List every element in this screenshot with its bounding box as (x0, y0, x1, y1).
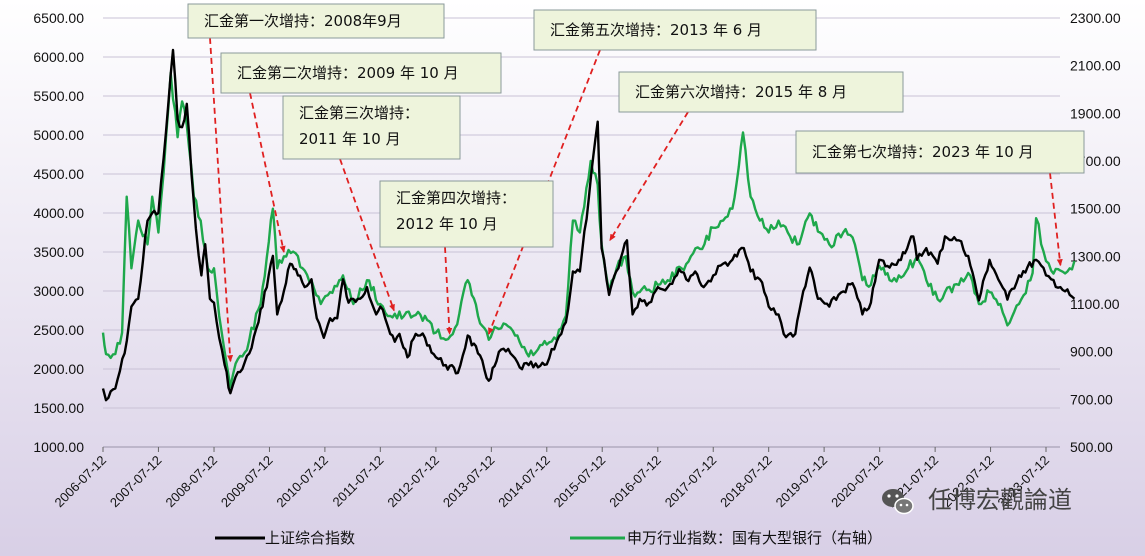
annotation-box (795, 130, 1085, 174)
annotation-arrow (249, 92, 286, 253)
left-tick-label: 1500.00 (33, 400, 84, 416)
legend-label-shanghai: 上证综合指数 (265, 529, 355, 547)
annotation-arrow (1049, 172, 1063, 267)
right-axis: 500.00 700.00 900.00 1100.00 1300.00 1500.00 1… (1070, 10, 1121, 455)
annotation-box (533, 9, 817, 51)
watermark: 任博宏觀論道 (882, 486, 1072, 515)
right-tick-label: 2100.00 (1070, 58, 1121, 74)
annotation-callout: 汇金第二次增持：2009 年 10 月 (220, 52, 502, 94)
annotation-text: 2012 年 10 月 (396, 215, 498, 233)
annotation-arrow (209, 37, 234, 363)
right-tick-label: 700.00 (1070, 391, 1113, 407)
annotation-text: 汇金第四次增持： (396, 189, 516, 207)
left-tick-label: 2500.00 (33, 322, 84, 338)
annotation-box (282, 95, 461, 160)
right-tick-label: 1300.00 (1070, 248, 1121, 264)
left-tick-label: 2000.00 (33, 361, 84, 377)
annotation-box (220, 52, 502, 94)
series-line-bank (101, 71, 1076, 389)
annotation-text: 汇金第七次增持：2023 年 10 月 (812, 143, 1034, 161)
annotation-text: 2011 年 10 月 (299, 130, 401, 148)
annotation-arrow (339, 158, 395, 312)
annotation-callout: 汇金第三次增持： 2011 年 10 月 (282, 95, 461, 160)
annotation-arrow (609, 111, 689, 242)
annotation-text: 汇金第六次增持：2015 年 8 月 (635, 83, 847, 101)
left-tick-label: 3500.00 (33, 244, 84, 260)
right-tick-label: 500.00 (1070, 439, 1113, 455)
right-tick-label: 900.00 (1070, 344, 1113, 360)
series-line-shanghai (101, 48, 1076, 402)
annotation-text: 汇金第三次增持： (299, 104, 419, 122)
wechat-icon (882, 489, 914, 515)
watermark-text: 任博宏觀論道 (928, 486, 1072, 514)
left-axis: 1000.00 1500.00 2000.00 2500.00 3000.00 3500.… (33, 10, 84, 455)
right-tick-label: 1100.00 (1070, 296, 1120, 312)
annotation-callout: 汇金第五次增持：2013 年 6 月 (533, 9, 817, 51)
annotation-text: 汇金第一次增持：2008年9月 (204, 12, 402, 30)
annotation-box (379, 180, 554, 248)
annotation-box (187, 3, 445, 39)
legend-label-bank: 申万行业指数：国有大型银行（右轴） (627, 529, 882, 547)
annotation-callout: 汇金第四次增持： 2012 年 10 月 (379, 180, 554, 248)
right-tick-label: 1900.00 (1070, 105, 1121, 121)
left-tick-label: 6000.00 (33, 49, 84, 65)
annotation-callout: 汇金第六次增持：2015 年 8 月 (618, 71, 904, 113)
left-tick-label: 4500.00 (33, 166, 84, 182)
annotation-callout: 汇金第一次增持：2008年9月 (187, 3, 445, 39)
right-tick-label: 1500.00 (1070, 201, 1121, 217)
left-tick-label: 5500.00 (33, 88, 84, 104)
left-tick-label: 1000.00 (33, 439, 84, 455)
left-tick-label: 3000.00 (33, 283, 84, 299)
annotation-callout: 汇金第七次增持：2023 年 10 月 (795, 130, 1085, 174)
left-tick-label: 4000.00 (33, 205, 84, 221)
left-tick-label: 6500.00 (33, 10, 84, 26)
annotation-text: 汇金第五次增持：2013 年 6 月 (550, 21, 762, 39)
annotation-arrow (444, 246, 453, 335)
right-tick-label: 2300.00 (1070, 10, 1121, 26)
series-lines (101, 48, 1076, 402)
legend: 上证综合指数 申万行业指数：国有大型银行（右轴） (215, 529, 882, 547)
annotation-box (618, 71, 904, 113)
annotation-text: 汇金第二次增持：2009 年 10 月 (237, 64, 459, 82)
left-tick-label: 5000.00 (33, 127, 84, 143)
